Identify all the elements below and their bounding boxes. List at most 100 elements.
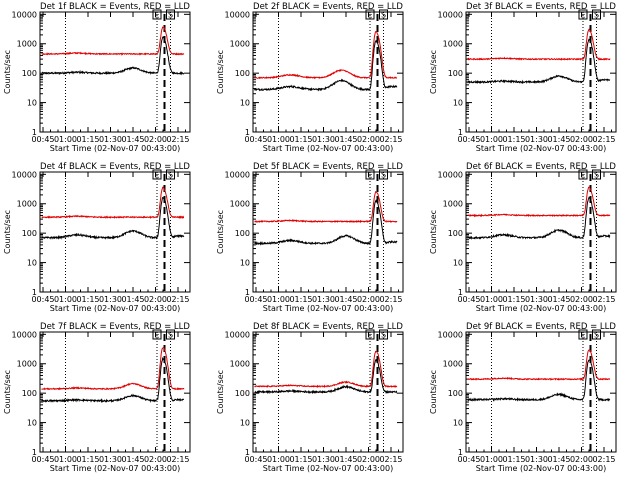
marker-label-e: E	[580, 11, 585, 20]
series-line-events	[41, 356, 184, 404]
y-axis-label: Counts/sec	[3, 50, 12, 94]
series-line-events	[41, 196, 185, 240]
marker-label-e: E	[580, 331, 585, 340]
marker-box-e	[365, 169, 375, 180]
marker-label-e: E	[367, 171, 372, 180]
y-tick-label: 10	[453, 419, 463, 428]
y-tick-label: 10	[240, 419, 250, 428]
x-axis-label: Start Time (02-Nov-07 00:43:00)	[476, 304, 606, 313]
marker-label-e: E	[154, 331, 159, 340]
x-tick-label: 00:45	[457, 135, 480, 144]
y-tick-label: 10000	[12, 10, 37, 19]
y-tick-label: 10	[240, 99, 250, 108]
x-tick-label: 01:30	[312, 135, 335, 144]
x-tick-label: 02:15	[592, 135, 615, 144]
x-tick-label: 01:15	[502, 135, 525, 144]
plot-frame	[252, 331, 404, 453]
y-tick-label: 1	[458, 448, 463, 457]
x-tick-label: 02:00	[144, 295, 167, 304]
plot-frame	[252, 171, 404, 293]
x-axis-label: Start Time (02-Nov-07 00:43:00)	[476, 144, 606, 153]
marker-box-s	[379, 169, 388, 180]
marker-box-e	[578, 169, 588, 180]
chart-title: Det 9f BLACK = Events, RED = LLD	[466, 322, 616, 332]
y-tick-label: 100	[235, 69, 250, 78]
x-tick-label: 01:30	[99, 135, 122, 144]
y-axis-label: Counts/sec	[216, 210, 225, 254]
marker-label-e: E	[367, 11, 372, 20]
x-tick-label: 02:15	[166, 135, 189, 144]
x-tick-label: 02:00	[570, 455, 593, 464]
y-axis-label: Counts/sec	[216, 370, 225, 414]
y-tick-label: 100	[235, 229, 250, 238]
y-tick-label: 1	[245, 128, 250, 137]
series-line-lld	[254, 30, 398, 80]
marker-box-e	[578, 9, 588, 20]
series-line-events	[467, 196, 611, 241]
plot-frame	[39, 331, 191, 453]
marker-label-s: S	[381, 11, 386, 20]
x-tick-label: 02:00	[570, 135, 593, 144]
y-axis-label: Counts/sec	[429, 370, 438, 414]
marker-label-s: S	[594, 11, 599, 20]
y-tick-label: 1000	[443, 360, 463, 369]
x-tick-label: 01:15	[76, 135, 99, 144]
y-tick-label: 10000	[12, 170, 37, 179]
x-tick-label: 00:45	[244, 455, 267, 464]
x-tick-label: 01:00	[267, 135, 290, 144]
x-tick-label: 02:00	[144, 135, 167, 144]
y-tick-label: 10	[453, 259, 463, 268]
plot-frame	[39, 11, 191, 133]
y-tick-label: 10000	[225, 170, 250, 179]
x-tick-label: 01:30	[99, 295, 122, 304]
series-line-lld	[41, 186, 185, 219]
x-tick-label: 01:45	[334, 295, 357, 304]
x-tick-label: 00:45	[31, 135, 54, 144]
series-line-events	[467, 38, 611, 85]
marker-label-e: E	[580, 171, 585, 180]
marker-box-e	[365, 9, 375, 20]
chart-title: Det 7f BLACK = Events, RED = LLD	[40, 322, 190, 332]
y-tick-label: 1	[32, 288, 37, 297]
y-tick-label: 100	[235, 389, 250, 398]
y-tick-label: 10000	[438, 330, 463, 339]
plot-frame	[252, 11, 404, 133]
x-axis-label: Start Time (02-Nov-07 00:43:00)	[50, 304, 180, 313]
x-tick-label: 00:45	[31, 455, 54, 464]
x-tick-label: 01:30	[525, 295, 548, 304]
x-tick-label: 01:00	[54, 135, 77, 144]
plot-frame	[465, 11, 617, 133]
y-tick-label: 100	[22, 69, 37, 78]
y-tick-label: 1000	[17, 360, 37, 369]
series-line-events	[41, 36, 185, 76]
series-line-lld	[467, 349, 611, 381]
x-tick-label: 01:30	[312, 295, 335, 304]
y-tick-label: 10	[240, 259, 250, 268]
series-line-lld	[254, 350, 398, 388]
x-axis-label: Start Time (02-Nov-07 00:43:00)	[50, 144, 180, 153]
marker-box-s	[379, 329, 388, 340]
x-tick-label: 02:00	[357, 455, 380, 464]
series-line-lld	[467, 28, 611, 61]
x-tick-label: 01:45	[334, 135, 357, 144]
series-line-lld	[254, 190, 398, 224]
y-tick-label: 1000	[17, 40, 37, 49]
chart-title: Det 5f BLACK = Events, RED = LLD	[253, 162, 403, 172]
chart-title: Det 8f BLACK = Events, RED = LLD	[253, 322, 403, 332]
y-tick-label: 1000	[230, 40, 250, 49]
marker-box-e	[152, 169, 162, 180]
marker-label-s: S	[594, 171, 599, 180]
marker-box-s	[166, 169, 175, 180]
y-tick-label: 10	[27, 99, 37, 108]
x-tick-label: 02:00	[357, 295, 380, 304]
marker-box-s	[592, 9, 601, 20]
y-tick-label: 1000	[230, 360, 250, 369]
series-line-events	[467, 358, 611, 402]
x-tick-label: 01:45	[121, 295, 144, 304]
marker-label-e: E	[367, 331, 372, 340]
